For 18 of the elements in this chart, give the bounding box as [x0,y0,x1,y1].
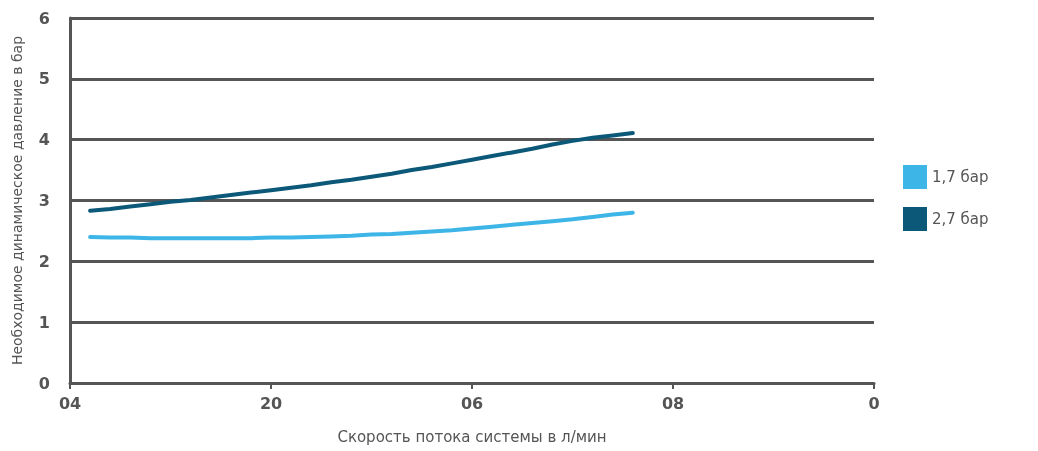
line-series [88,130,635,213]
y-tick-label: 6 [38,8,50,28]
x-tick-label: 06 [460,393,484,413]
line-series [88,210,635,241]
y-tick-label: 2 [38,251,50,271]
y-tick-label: 4 [38,130,50,150]
x-axis-title: Скорость потока системы в л/мин [337,427,607,446]
y-axis-title: Необходимое динамическое давление в бар [9,35,25,366]
x-tick-label: 08 [661,393,685,413]
y-tick-label: 0 [38,373,50,393]
x-tick-label: 20 [259,393,283,413]
legend-label: 1,7 бар [932,168,989,186]
legend-label: 2,7 бар [932,210,989,228]
x-tick-label: 04 [58,393,82,413]
y-tick-label: 1 [38,312,50,332]
y-tick-label: 3 [38,191,50,210]
y-tick-label: 5 [38,69,50,89]
x-tick-label: 0 [868,393,880,413]
